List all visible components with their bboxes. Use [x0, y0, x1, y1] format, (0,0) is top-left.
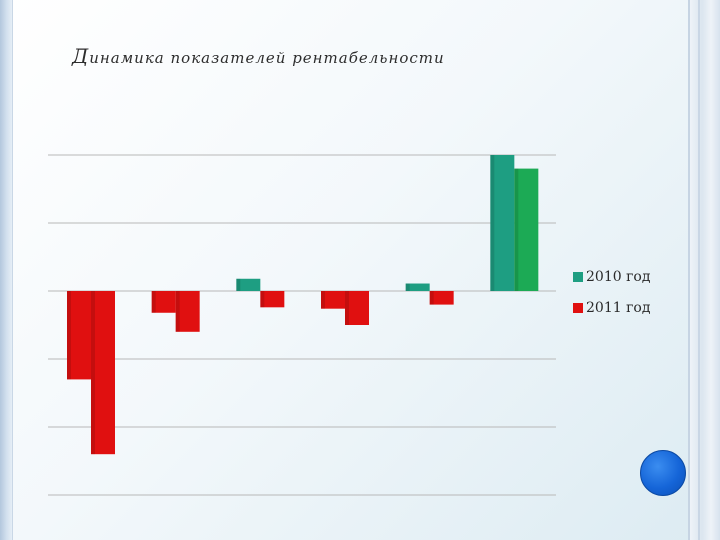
bar-2011-1 — [175, 291, 200, 332]
bar-2010-4 — [405, 283, 430, 291]
legend-item-2010: 2010 год — [573, 266, 650, 287]
chart-legend: 2010 год 2011 год — [573, 266, 650, 328]
slide-badge-icon — [640, 450, 686, 496]
legend-swatch-2011 — [573, 302, 583, 313]
bar-shade-2010-0 — [67, 291, 71, 380]
bar-2010-3 — [321, 291, 345, 309]
bar-2010-5 — [490, 155, 515, 291]
page-title: Динамика показателей рентабельности — [72, 44, 445, 68]
bar-2011-0 — [91, 291, 115, 455]
title-rest: инамика показателей рентабельности — [89, 49, 445, 67]
legend-item-2011: 2011 год — [573, 297, 650, 318]
title-initial: Д — [72, 44, 90, 68]
legend-label-2010: 2010 год — [586, 268, 651, 285]
bar-shade-2010-2 — [236, 278, 241, 291]
bar-shade-2010-3 — [321, 291, 325, 309]
bar-shade-2011-0 — [91, 291, 95, 455]
bar-shade-2010-4 — [405, 283, 410, 291]
legend-swatch-2010 — [573, 271, 583, 282]
bar-shade-2011-4 — [429, 291, 434, 305]
bar-shade-2011-5 — [514, 168, 519, 291]
bar-2011-2 — [260, 291, 285, 308]
bar-2010-0 — [67, 291, 91, 380]
chart-bars — [67, 155, 539, 455]
left-frame-bar — [0, 0, 13, 540]
bar-shade-2010-1 — [151, 291, 156, 313]
bar-shade-2011-3 — [345, 291, 349, 325]
bar-2010-2 — [236, 278, 261, 291]
bar-shade-2010-5 — [490, 155, 495, 291]
bar-2011-4 — [429, 291, 454, 305]
bar-2010-1 — [151, 291, 176, 313]
bar-2011-5 — [514, 168, 539, 291]
bar-shade-2011-1 — [175, 291, 180, 332]
bar-shade-2011-2 — [260, 291, 265, 308]
right-frame-bar — [688, 0, 720, 540]
chart-gridlines — [48, 154, 556, 496]
bar-2011-3 — [345, 291, 369, 325]
legend-label-2011: 2011 год — [586, 299, 651, 316]
